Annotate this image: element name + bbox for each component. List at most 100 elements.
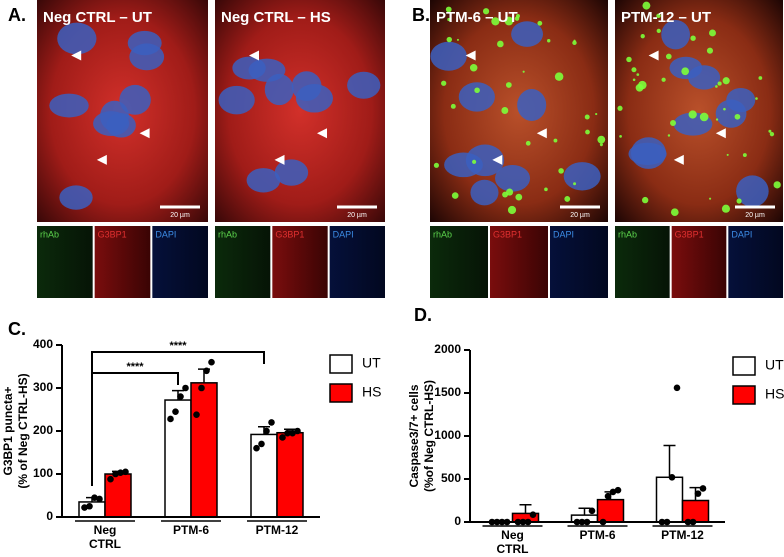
x-tick-label: PTM-6 [173,523,209,537]
puncta [572,40,577,46]
bar-chart: 0 500 1000 1500 2000 Caspase3/7+ cells(%of Ne… [407,342,784,556]
puncta [722,77,730,85]
puncta [553,138,558,143]
channel-label: DAPI [333,229,354,239]
puncta [619,135,622,138]
significance-label: **** [169,340,187,352]
puncta [585,129,590,135]
puncta [445,6,452,13]
data-point [294,427,301,435]
arrowhead [715,128,726,139]
puncta [638,80,647,90]
puncta [502,191,509,198]
channel-thumbnail [37,226,93,298]
data-point [614,486,622,494]
puncta [474,87,480,94]
data-point [279,434,286,441]
puncta [547,39,551,43]
x-tick-label-box: PTM-6 [580,528,616,542]
bar [190,382,218,518]
puncta [537,20,543,26]
channel-label: DAPI [553,229,574,239]
puncta [721,204,731,213]
puncta [723,107,726,111]
puncta [558,168,564,174]
nucleus [93,111,130,136]
data-point [268,419,275,426]
puncta [544,187,548,192]
y-axis-title-line: (%of Neg CTRL-HS) [422,380,436,492]
arrowhead [648,50,659,61]
channel-label: G3BP1 [675,229,704,239]
nucleus [246,168,281,193]
channel-thumbnail [272,226,328,298]
puncta [507,205,517,215]
channel-label: rhAb [618,229,637,239]
puncta [597,135,606,144]
data-point [193,411,200,418]
significance-label: **** [126,361,144,373]
y-axis-title: G3BP1 puncta+(% of Neg CTRL-HS) [1,373,30,488]
nucleus [444,152,483,178]
bar [276,431,304,518]
x-tick-label: PTM-12 [255,523,299,537]
channel-label: rhAb [433,229,452,239]
puncta [515,193,523,201]
puncta [451,192,459,199]
channel-thumbnail [615,226,670,298]
data-point [177,393,184,400]
channel-label: G3BP1 [275,229,304,239]
nucleus [264,73,294,106]
puncta [491,17,500,26]
data-point [694,490,702,497]
puncta [656,13,661,19]
scale-bar-label: 20 µm [570,212,590,219]
nucleus [630,137,667,169]
puncta [595,112,598,116]
channel-thumbnail [94,226,151,298]
error-bar [663,444,676,478]
panel-title: Neg CTRL – HS [221,9,331,26]
data-point [81,504,88,511]
puncta [769,131,775,137]
data-point [604,492,612,500]
channel-label: G3BP1 [493,229,522,239]
puncta [441,80,447,86]
nucleus [347,71,381,99]
puncta [447,17,451,22]
y-axis-title-line: (% of Neg CTRL-HS) [16,373,30,488]
data-point [172,408,179,415]
arrowhead [96,154,107,165]
nucleus [274,159,309,186]
x-tick-label: Neg CTRL [496,528,529,556]
data-point [609,488,617,496]
micrograph: PTM-6 – UT 20 µm rhAb G3BP1 DAPI [430,0,608,298]
puncta [656,28,661,34]
nucleus [495,164,531,192]
arrowhead [536,128,547,139]
charts: 0 100 200 300 400 G3BP1 puncta+(% of Neg CTRL… [1,337,784,556]
puncta [709,29,716,37]
arrowhead [249,50,259,61]
puncta [665,53,672,60]
puncta [773,181,781,189]
nucleus [726,88,756,113]
puncta [726,153,729,156]
nucleus [119,84,151,115]
puncta [670,119,677,126]
nucleus [59,185,93,210]
channel-thumbnail [215,226,271,298]
significance-bracket [91,351,265,486]
x-tick-label-box: PTM-12 [255,523,299,537]
channel-label: DAPI [731,229,752,239]
scale-bar-label: 20 µm [347,212,367,219]
puncta [667,134,671,137]
channel-label: rhAb [218,229,237,239]
channel-thumbnail [152,226,208,298]
puncta [736,198,742,204]
x-tick-label-box: PTM-12 [661,528,704,542]
data-point [208,358,215,366]
puncta [564,196,571,202]
puncta [599,143,603,147]
puncta [636,73,640,76]
